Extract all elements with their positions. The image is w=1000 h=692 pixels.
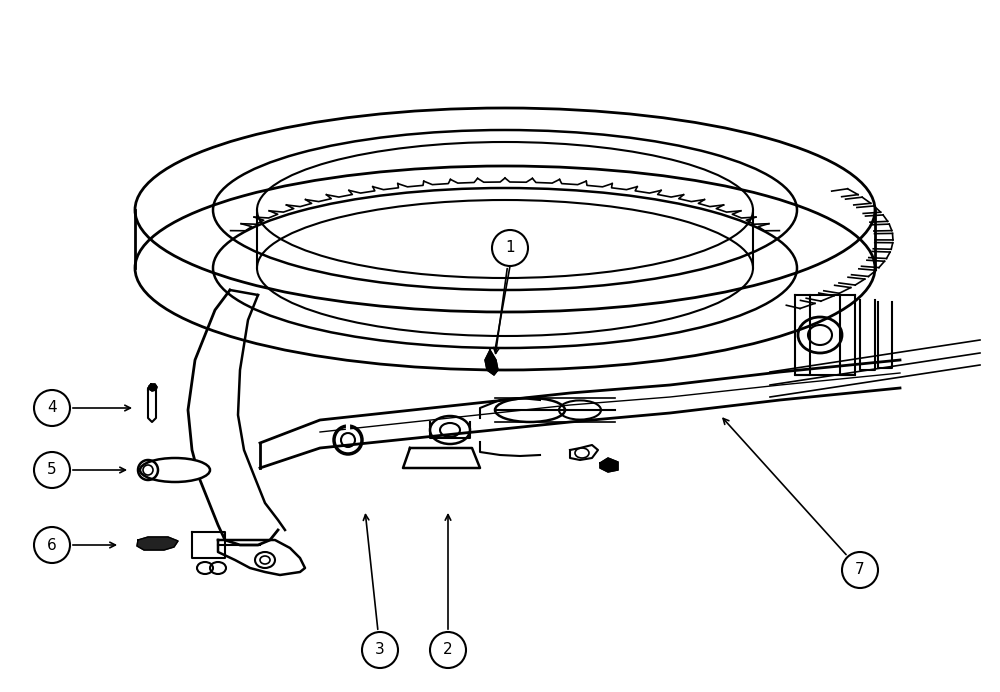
Text: 3: 3	[375, 642, 385, 657]
Text: 2: 2	[443, 642, 453, 657]
Text: 4: 4	[47, 401, 57, 415]
Text: 6: 6	[47, 538, 57, 552]
Polygon shape	[149, 384, 157, 391]
Ellipse shape	[140, 458, 210, 482]
Polygon shape	[137, 537, 178, 550]
Text: 7: 7	[855, 563, 865, 578]
Text: 1: 1	[505, 241, 515, 255]
Circle shape	[842, 552, 878, 588]
Circle shape	[362, 632, 398, 668]
Circle shape	[34, 452, 70, 488]
Circle shape	[34, 527, 70, 563]
Text: 5: 5	[47, 462, 57, 477]
Polygon shape	[600, 458, 618, 472]
Circle shape	[492, 230, 528, 266]
Polygon shape	[485, 350, 498, 375]
Circle shape	[34, 390, 70, 426]
Circle shape	[430, 632, 466, 668]
